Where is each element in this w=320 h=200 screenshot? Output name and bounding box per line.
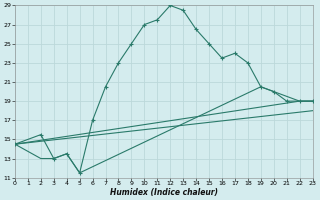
X-axis label: Humidex (Indice chaleur): Humidex (Indice chaleur) — [110, 188, 218, 197]
